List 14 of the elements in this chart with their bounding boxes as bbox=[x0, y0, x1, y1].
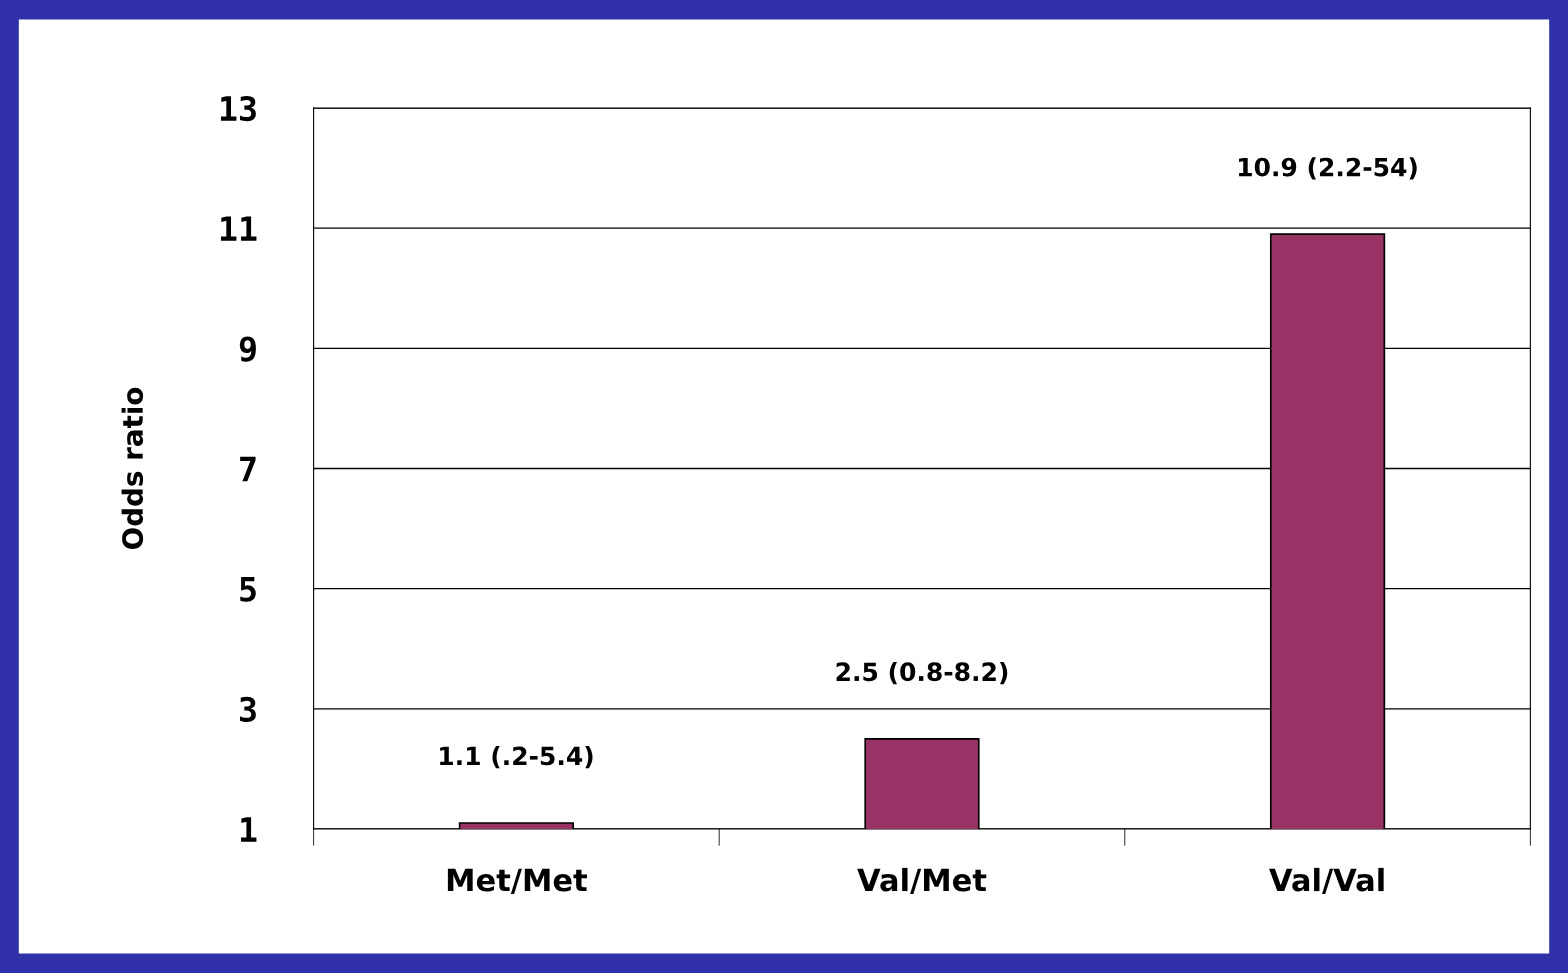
data-label: 2.5 (0.8-8.2) bbox=[836, 661, 1008, 685]
y-tick-label: 3 bbox=[240, 696, 256, 722]
data-label: 1.1 (.2-5.4) bbox=[440, 746, 593, 769]
x-tick-label: Val/Val bbox=[1269, 867, 1384, 894]
data-label: 10.9 (2.2-54) bbox=[1238, 157, 1417, 180]
y-tick-label: 1 bbox=[241, 817, 257, 842]
y-tick-label: 7 bbox=[240, 456, 256, 482]
x-tick-label: Met/Met bbox=[447, 868, 588, 894]
y-tick-label: 9 bbox=[239, 336, 256, 362]
y-tick-label: 11 bbox=[220, 216, 257, 241]
y-tick-label: 13 bbox=[220, 95, 256, 122]
y-tick-label: 5 bbox=[240, 577, 256, 602]
y-axis-title: Odds ratio bbox=[121, 387, 144, 550]
x-tick-label: Val/Met bbox=[857, 867, 987, 894]
